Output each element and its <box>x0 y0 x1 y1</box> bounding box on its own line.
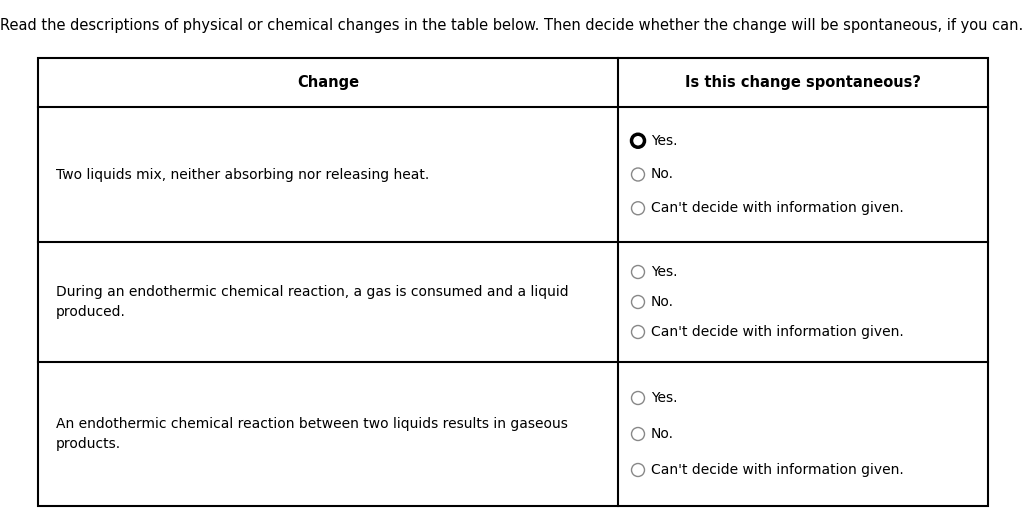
Text: Two liquids mix, neither absorbing nor releasing heat.: Two liquids mix, neither absorbing nor r… <box>56 168 429 181</box>
Text: Yes.: Yes. <box>651 265 678 279</box>
Text: No.: No. <box>651 427 674 441</box>
Text: Can't decide with information given.: Can't decide with information given. <box>651 463 904 477</box>
Ellipse shape <box>632 134 644 147</box>
Bar <box>38 58 988 506</box>
Ellipse shape <box>632 464 644 476</box>
Text: Is this change spontaneous?: Is this change spontaneous? <box>685 75 921 90</box>
Text: Can't decide with information given.: Can't decide with information given. <box>651 325 904 339</box>
Text: Read the descriptions of physical or chemical changes in the table below. Then d: Read the descriptions of physical or che… <box>0 18 1024 33</box>
Text: No.: No. <box>651 168 674 181</box>
Text: Can't decide with information given.: Can't decide with information given. <box>651 201 904 215</box>
Ellipse shape <box>632 168 644 181</box>
Text: An endothermic chemical reaction between two liquids results in gaseous
products: An endothermic chemical reaction between… <box>56 417 568 451</box>
Ellipse shape <box>632 392 644 405</box>
Text: Change: Change <box>297 75 359 90</box>
Ellipse shape <box>632 202 644 215</box>
Ellipse shape <box>632 325 644 339</box>
Text: No.: No. <box>651 295 674 309</box>
Ellipse shape <box>632 296 644 308</box>
Text: Yes.: Yes. <box>651 391 678 405</box>
Text: During an endothermic chemical reaction, a gas is consumed and a liquid
produced: During an endothermic chemical reaction,… <box>56 285 568 319</box>
Text: Yes.: Yes. <box>651 134 678 148</box>
Ellipse shape <box>632 428 644 440</box>
Ellipse shape <box>632 266 644 279</box>
